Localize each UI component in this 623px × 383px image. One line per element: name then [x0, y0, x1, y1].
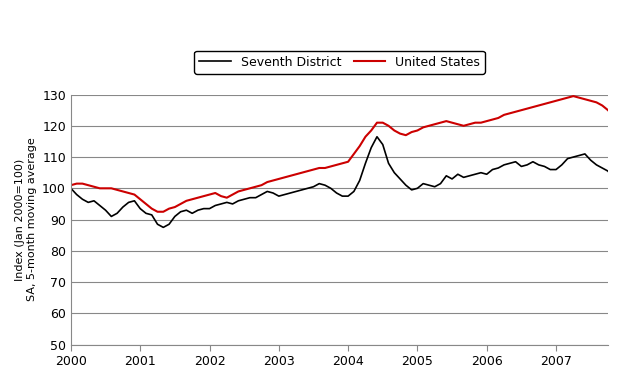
- United States: [408, 130, 416, 134]
- United States: [569, 94, 577, 98]
- Seventh District: [414, 186, 421, 191]
- Line: Seventh District: Seventh District: [71, 137, 623, 321]
- Y-axis label: Index (Jan 2000=100)
SA, 5-month moving average: Index (Jan 2000=100) SA, 5-month moving …: [15, 137, 37, 301]
- United States: [67, 183, 75, 188]
- United States: [113, 188, 121, 192]
- Seventh District: [113, 211, 121, 216]
- Seventh District: [240, 197, 248, 201]
- Seventh District: [275, 194, 283, 198]
- Seventh District: [67, 186, 75, 191]
- Seventh District: [408, 188, 416, 192]
- United States: [275, 177, 283, 181]
- United States: [402, 133, 409, 137]
- Line: United States: United States: [71, 96, 623, 218]
- United States: [240, 188, 248, 192]
- Legend: Seventh District, United States: Seventh District, United States: [194, 51, 485, 74]
- Seventh District: [483, 172, 490, 177]
- United States: [477, 120, 485, 125]
- Seventh District: [373, 134, 381, 139]
